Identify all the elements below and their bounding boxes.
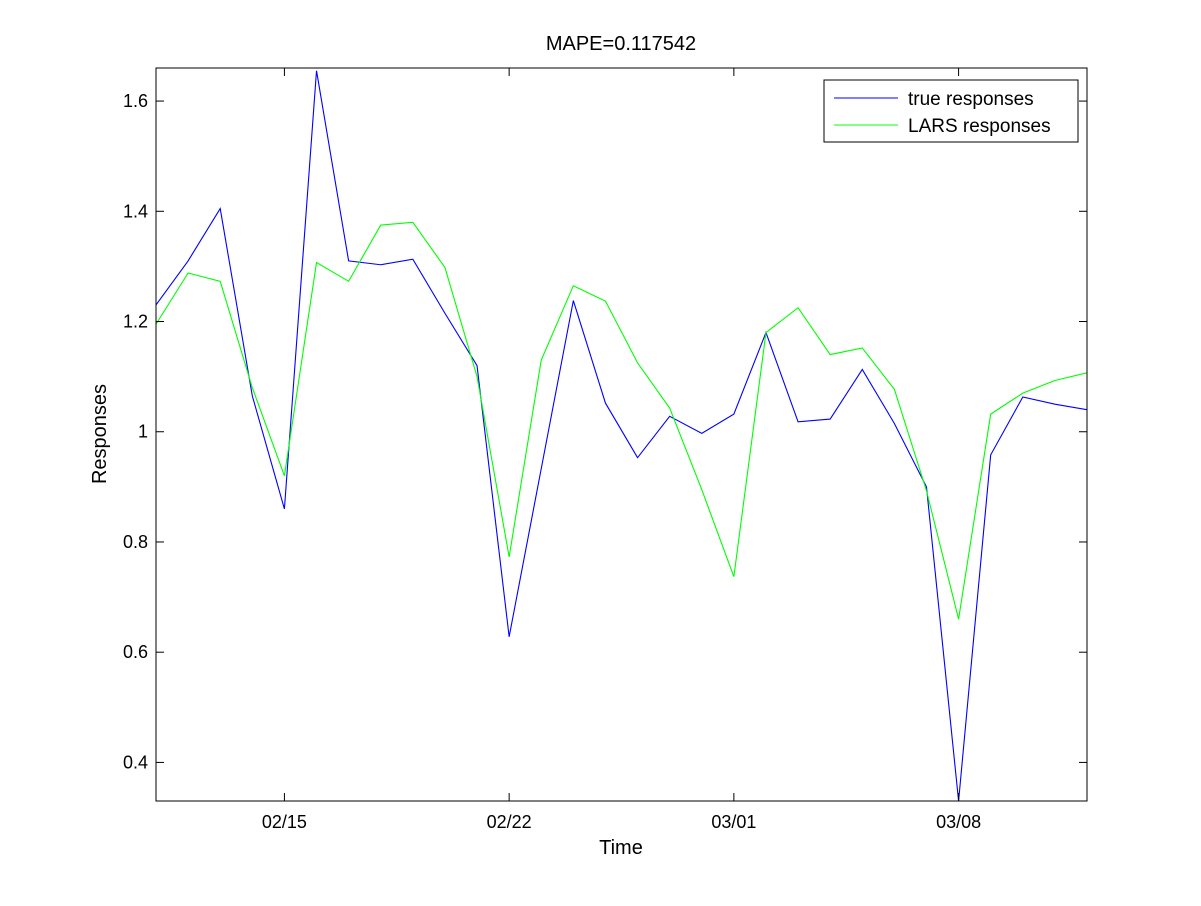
x-tick-label: 02/22 — [487, 812, 532, 832]
legend-box — [823, 79, 1079, 143]
y-tick-label: 1.6 — [123, 91, 148, 111]
x-tick-label: 03/01 — [711, 812, 756, 832]
x-tick-label: 03/08 — [936, 812, 981, 832]
axes-box — [155, 67, 1088, 802]
series-line-1 — [156, 70, 1087, 801]
y-tick-label: 0.8 — [123, 532, 148, 552]
plot-area: 02/15 02/22 03/01 03/08 0.4 0.6 0.8 1 1.2 1.4 1.6 t… — [123, 67, 1088, 832]
x-axis-label: Time — [599, 837, 643, 859]
y-tick-label: 1.2 — [123, 312, 148, 332]
y-tick-label: 1 — [138, 422, 148, 442]
legend: true responses LARS responses — [823, 79, 1079, 143]
y-tick-label: 0.6 — [123, 642, 148, 662]
y-tick-label: 1.4 — [123, 201, 148, 221]
y-tick-label: 0.4 — [123, 752, 148, 772]
legend-label-1: true responses — [908, 89, 1034, 110]
series-line-2 — [156, 221, 1087, 620]
chart-title: MAPE=0.117542 — [546, 33, 696, 55]
x-tick-label: 02/15 — [262, 812, 307, 832]
legend-label-2: LARS responses — [908, 116, 1051, 137]
y-axis-label: Responses — [89, 384, 111, 484]
